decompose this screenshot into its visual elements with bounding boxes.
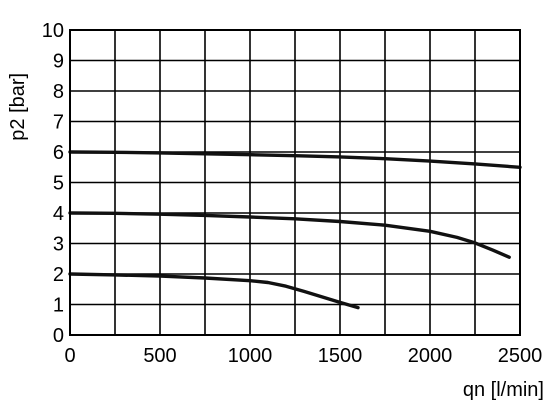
y-tick-label: 2 [53,264,64,286]
plot-frame [69,29,521,336]
y-tick-label: 1 [53,295,64,317]
x-axis-title: qn [l/min] [463,379,544,401]
y-tick-label: 10 [42,20,64,42]
x-tick-label: 1000 [228,345,273,367]
y-tick-label: 4 [53,203,64,225]
y-tick-label: 8 [53,81,64,103]
x-tick-label: 2000 [408,345,453,367]
x-tick-label: 0 [64,345,75,367]
series-line-2 [68,211,511,259]
y-tick-label: 9 [53,51,64,73]
series-line-3 [68,272,360,310]
y-tick-label: 6 [53,142,64,164]
y-tick-labels: 0 1 2 3 4 5 6 7 8 9 10 [42,20,64,347]
y-tick-label: 5 [53,173,64,195]
x-tick-label: 500 [143,345,176,367]
y-axis-title: p2 [bar] [7,73,29,141]
y-tick-label: 3 [53,234,64,256]
x-tick-labels: 0 500 1000 1500 2000 2500 [64,345,542,367]
y-tick-label: 0 [53,325,64,347]
series-group [68,150,522,310]
x-tick-label: 1500 [318,345,363,367]
x-tick-label: 2500 [498,345,543,367]
series-line-1 [68,150,522,169]
y-tick-label: 7 [53,112,64,134]
